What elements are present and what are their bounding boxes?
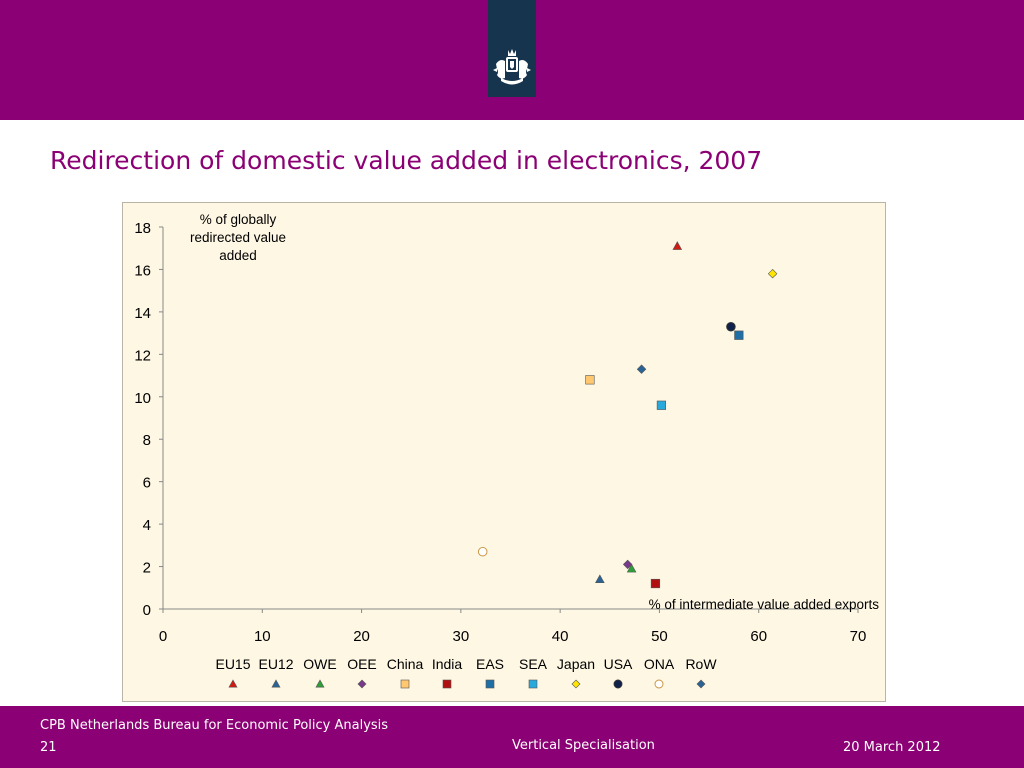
legend-marker-sea (528, 679, 538, 689)
legend-marker-owe (315, 679, 325, 688)
legend-label: EU15 (215, 656, 250, 672)
y-tick-label: 8 (143, 432, 151, 449)
footer-band: CPB Netherlands Bureau for Economic Poli… (0, 706, 1024, 768)
legend-marker-japan (571, 679, 581, 689)
legend-marker-china (400, 679, 410, 689)
data-point-eas (734, 330, 744, 340)
y-axis-title: redirected value (190, 230, 286, 245)
legend-label: EAS (476, 656, 504, 672)
data-point-oee (622, 559, 633, 570)
data-point-owe (626, 563, 637, 573)
data-point-japan (767, 268, 778, 279)
y-tick-label: 14 (134, 305, 151, 322)
legend-label: India (432, 656, 463, 672)
logo-tab (488, 0, 536, 97)
legend-label: USA (604, 656, 633, 672)
legend-marker-eu15 (228, 679, 238, 688)
coat-of-arms-icon (493, 49, 531, 85)
chart-panel: 0 2 4 6 8 10 12 14 16 18 0 10 20 30 40 50 60 70 % of globa… (122, 202, 886, 702)
x-tick-label: 0 (159, 628, 167, 645)
header-band (0, 0, 1024, 120)
x-tick-label: 10 (254, 628, 271, 645)
data-point-eu15 (672, 241, 683, 250)
legend-marker-ona (654, 679, 664, 689)
legend-marker-eas (485, 679, 495, 689)
footer-organization: CPB Netherlands Bureau for Economic Poli… (40, 718, 389, 733)
legend-marker-oee (357, 679, 367, 689)
y-tick-label: 12 (134, 347, 151, 364)
legend-label: OEE (347, 656, 377, 672)
x-tick-label: 20 (353, 628, 370, 645)
y-tick-label: 18 (134, 220, 151, 237)
legend-label: EU12 (258, 656, 293, 672)
x-tick-label: 60 (750, 628, 767, 645)
data-point-sea (656, 400, 667, 410)
y-axis-title: % of globally (200, 212, 277, 227)
data-point-eu12 (595, 574, 605, 584)
legend-label: RoW (685, 656, 717, 672)
footer-subject: Vertical Specialisation (512, 738, 655, 753)
legend-label: OWE (303, 656, 336, 672)
scatter-chart: 0 2 4 6 8 10 12 14 16 18 0 10 20 30 40 50 60 70 % of globa… (134, 212, 880, 689)
legend-marker-usa (613, 679, 623, 689)
page-number: 21 (40, 740, 57, 755)
y-tick-label: 4 (143, 517, 151, 534)
slide-title: Redirection of domestic value added in e… (50, 146, 763, 175)
y-tick-label: 6 (143, 475, 151, 492)
x-axis-title: % of intermediate value added exports (649, 597, 880, 612)
x-tick-label: 40 (552, 628, 569, 645)
legend-marker-india (442, 679, 452, 689)
data-point-china (585, 375, 595, 385)
data-point-ona (477, 546, 488, 557)
y-axis-title: added (219, 248, 257, 263)
footer-date: 20 March 2012 (843, 740, 941, 755)
legend-label: SEA (519, 656, 548, 672)
x-tick-label: 50 (651, 628, 668, 645)
legend-marker-row (696, 679, 706, 689)
data-point-row (636, 364, 647, 374)
legend-label: ONA (644, 656, 675, 672)
legend-label: China (387, 656, 424, 672)
x-tick-label: 30 (453, 628, 470, 645)
legend-marker-eu12 (271, 679, 281, 688)
x-tick-label: 70 (850, 628, 867, 645)
legend-label: Japan (557, 656, 595, 672)
y-tick-label: 16 (134, 262, 151, 279)
data-point-india (650, 578, 661, 589)
y-tick-label: 0 (143, 602, 151, 619)
y-tick-label: 10 (134, 390, 151, 407)
data-point-usa (726, 321, 736, 332)
y-tick-label: 2 (143, 560, 151, 577)
